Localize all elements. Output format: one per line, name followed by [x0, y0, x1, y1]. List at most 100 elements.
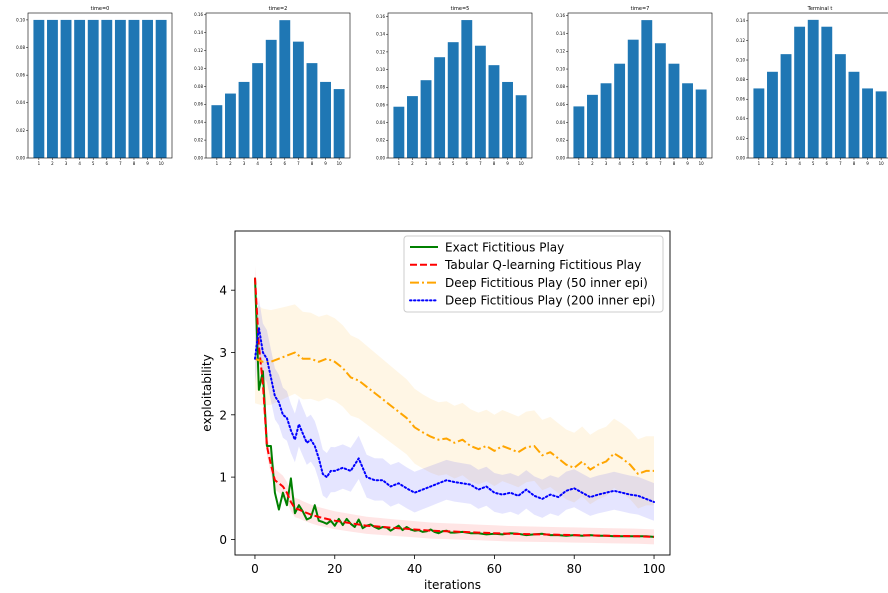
bar-chart-4: 1 2 3 4 5 6 7 8 9 10 0.00 0.02 0.04 0.06 0.08 0.10 0.12 0…: [556, 6, 713, 166]
x-tick-label: 3: [65, 161, 68, 166]
x-tick-label: 5: [452, 161, 455, 166]
x-tick-label: 6: [646, 161, 649, 166]
y-tick-label: 0.16: [556, 13, 565, 18]
legend-label-4: Deep Fictitious Play (200 inner epi): [445, 294, 655, 308]
bar-chart-2: 1 2 3 4 5 6 7 8 9 10 0.00 0.02 0.04 0.06 0.08 0.10 0.12 0…: [194, 6, 351, 166]
bar-10: [875, 91, 887, 158]
y-tick-label: 0.04: [194, 120, 203, 125]
series-line-3: [254, 351, 654, 475]
y-tick-label: 1: [219, 471, 227, 485]
x-tick-label: 7: [659, 161, 662, 166]
y-tick-label: 0.00: [376, 155, 385, 160]
x-tick-label: 80: [567, 562, 582, 576]
legend-label-2: Tabular Q-learning Fictitious Play: [444, 258, 641, 272]
bar-6: [279, 20, 291, 159]
x-tick-label: 6: [826, 161, 829, 166]
x-tick-label: 9: [324, 161, 327, 166]
bar-6: [101, 19, 113, 159]
bar-6: [821, 26, 833, 158]
bar-4: [614, 63, 626, 158]
x-tick-label: 40: [407, 562, 422, 576]
bar-9: [862, 88, 873, 158]
bar-6: [641, 20, 653, 159]
confidence-band-2: [255, 265, 654, 545]
bar-5: [627, 39, 639, 158]
bar-5: [447, 42, 459, 158]
chart-title: Terminal t: [807, 6, 833, 12]
bar-chart-3: 1 2 3 4 5 6 7 8 9 10 0.00 0.02 0.04 0.06 0.08 0.10 0.12 0…: [376, 6, 533, 166]
x-tick-label: 5: [270, 161, 273, 166]
bar-chart-5: 1 2 3 4 5 6 7 8 9 10 0.00 0.02 0.04 0.06 0.08 0.10 0.12 0…: [736, 6, 888, 166]
x-tick-label: 4: [256, 161, 259, 166]
bar-7: [474, 45, 486, 159]
axes-frame: [567, 12, 713, 159]
bar-2: [225, 93, 236, 158]
axes-frame: [747, 12, 888, 159]
x-axis-label: iterations: [424, 578, 481, 592]
bar-4: [434, 57, 446, 158]
x-tick-label: 8: [673, 161, 676, 166]
x-tick-label: 4: [78, 161, 81, 166]
x-tick-label: 9: [146, 161, 149, 166]
x-tick-label: 3: [425, 161, 428, 166]
bar-10: [333, 89, 345, 158]
bar-3: [780, 54, 792, 158]
legend-box: [403, 235, 664, 313]
x-tick-label: 2: [591, 161, 594, 166]
y-tick-label: 0: [219, 533, 227, 547]
y-tick-label: 0.14: [376, 32, 385, 37]
bar-10: [695, 89, 707, 158]
y-tick-label: 0.16: [194, 12, 203, 17]
bar-3: [420, 80, 432, 158]
y-tick-label: 0.06: [376, 102, 385, 107]
y-tick-label: 0.10: [736, 57, 745, 62]
y-tick-label: 0.08: [194, 84, 203, 89]
bar-9: [320, 81, 331, 158]
x-tick-label: 2: [411, 161, 414, 166]
chart-title: time=7: [631, 6, 650, 12]
bar-5: [87, 19, 99, 159]
bar-10: [155, 19, 167, 159]
bar-2: [407, 96, 418, 158]
y-tick-label: 0.06: [736, 97, 745, 102]
bar-8: [488, 65, 500, 158]
x-tick-label: 8: [311, 161, 314, 166]
plot-area: [254, 265, 655, 545]
x-tick-label: 0: [251, 562, 259, 576]
x-tick-label: 10: [519, 161, 525, 166]
bar-3: [60, 19, 72, 159]
y-tick-label: 0.10: [194, 66, 203, 71]
y-tick-label: 0.08: [16, 45, 25, 50]
x-tick-label: 5: [812, 161, 815, 166]
x-tick-label: 20: [327, 562, 342, 576]
y-tick-label: 0.10: [16, 17, 25, 22]
y-tick-label: 0.16: [376, 14, 385, 19]
x-tick-label: 60: [487, 562, 502, 576]
bar-9: [682, 83, 693, 158]
x-tick-label: 2: [229, 161, 232, 166]
y-tick-label: 0.12: [376, 49, 385, 54]
bar-9: [142, 19, 153, 159]
x-tick-label: 2: [771, 161, 774, 166]
bar-1: [211, 105, 223, 158]
x-tick-label: 3: [785, 161, 788, 166]
y-tick-label: 0.12: [736, 38, 745, 43]
bar-3: [238, 81, 250, 158]
x-tick-label: 4: [618, 161, 621, 166]
bar-1: [573, 106, 585, 158]
bar-8: [128, 19, 140, 159]
bar-8: [848, 71, 860, 158]
x-tick-label: 3: [605, 161, 608, 166]
bar-1: [753, 88, 765, 158]
bar-4: [252, 63, 264, 158]
y-tick-label: 4: [219, 284, 227, 298]
y-tick-label: 0.14: [736, 18, 745, 23]
bar-1: [33, 19, 45, 159]
x-tick-label: 8: [493, 161, 496, 166]
x-tick-label: 7: [839, 161, 842, 166]
y-tick-label: 0.08: [376, 85, 385, 90]
bar-1: [393, 106, 405, 158]
chart-title: time=5: [451, 6, 470, 12]
y-tick-label: 0.06: [194, 102, 203, 107]
y-tick-label: 0.10: [556, 66, 565, 71]
